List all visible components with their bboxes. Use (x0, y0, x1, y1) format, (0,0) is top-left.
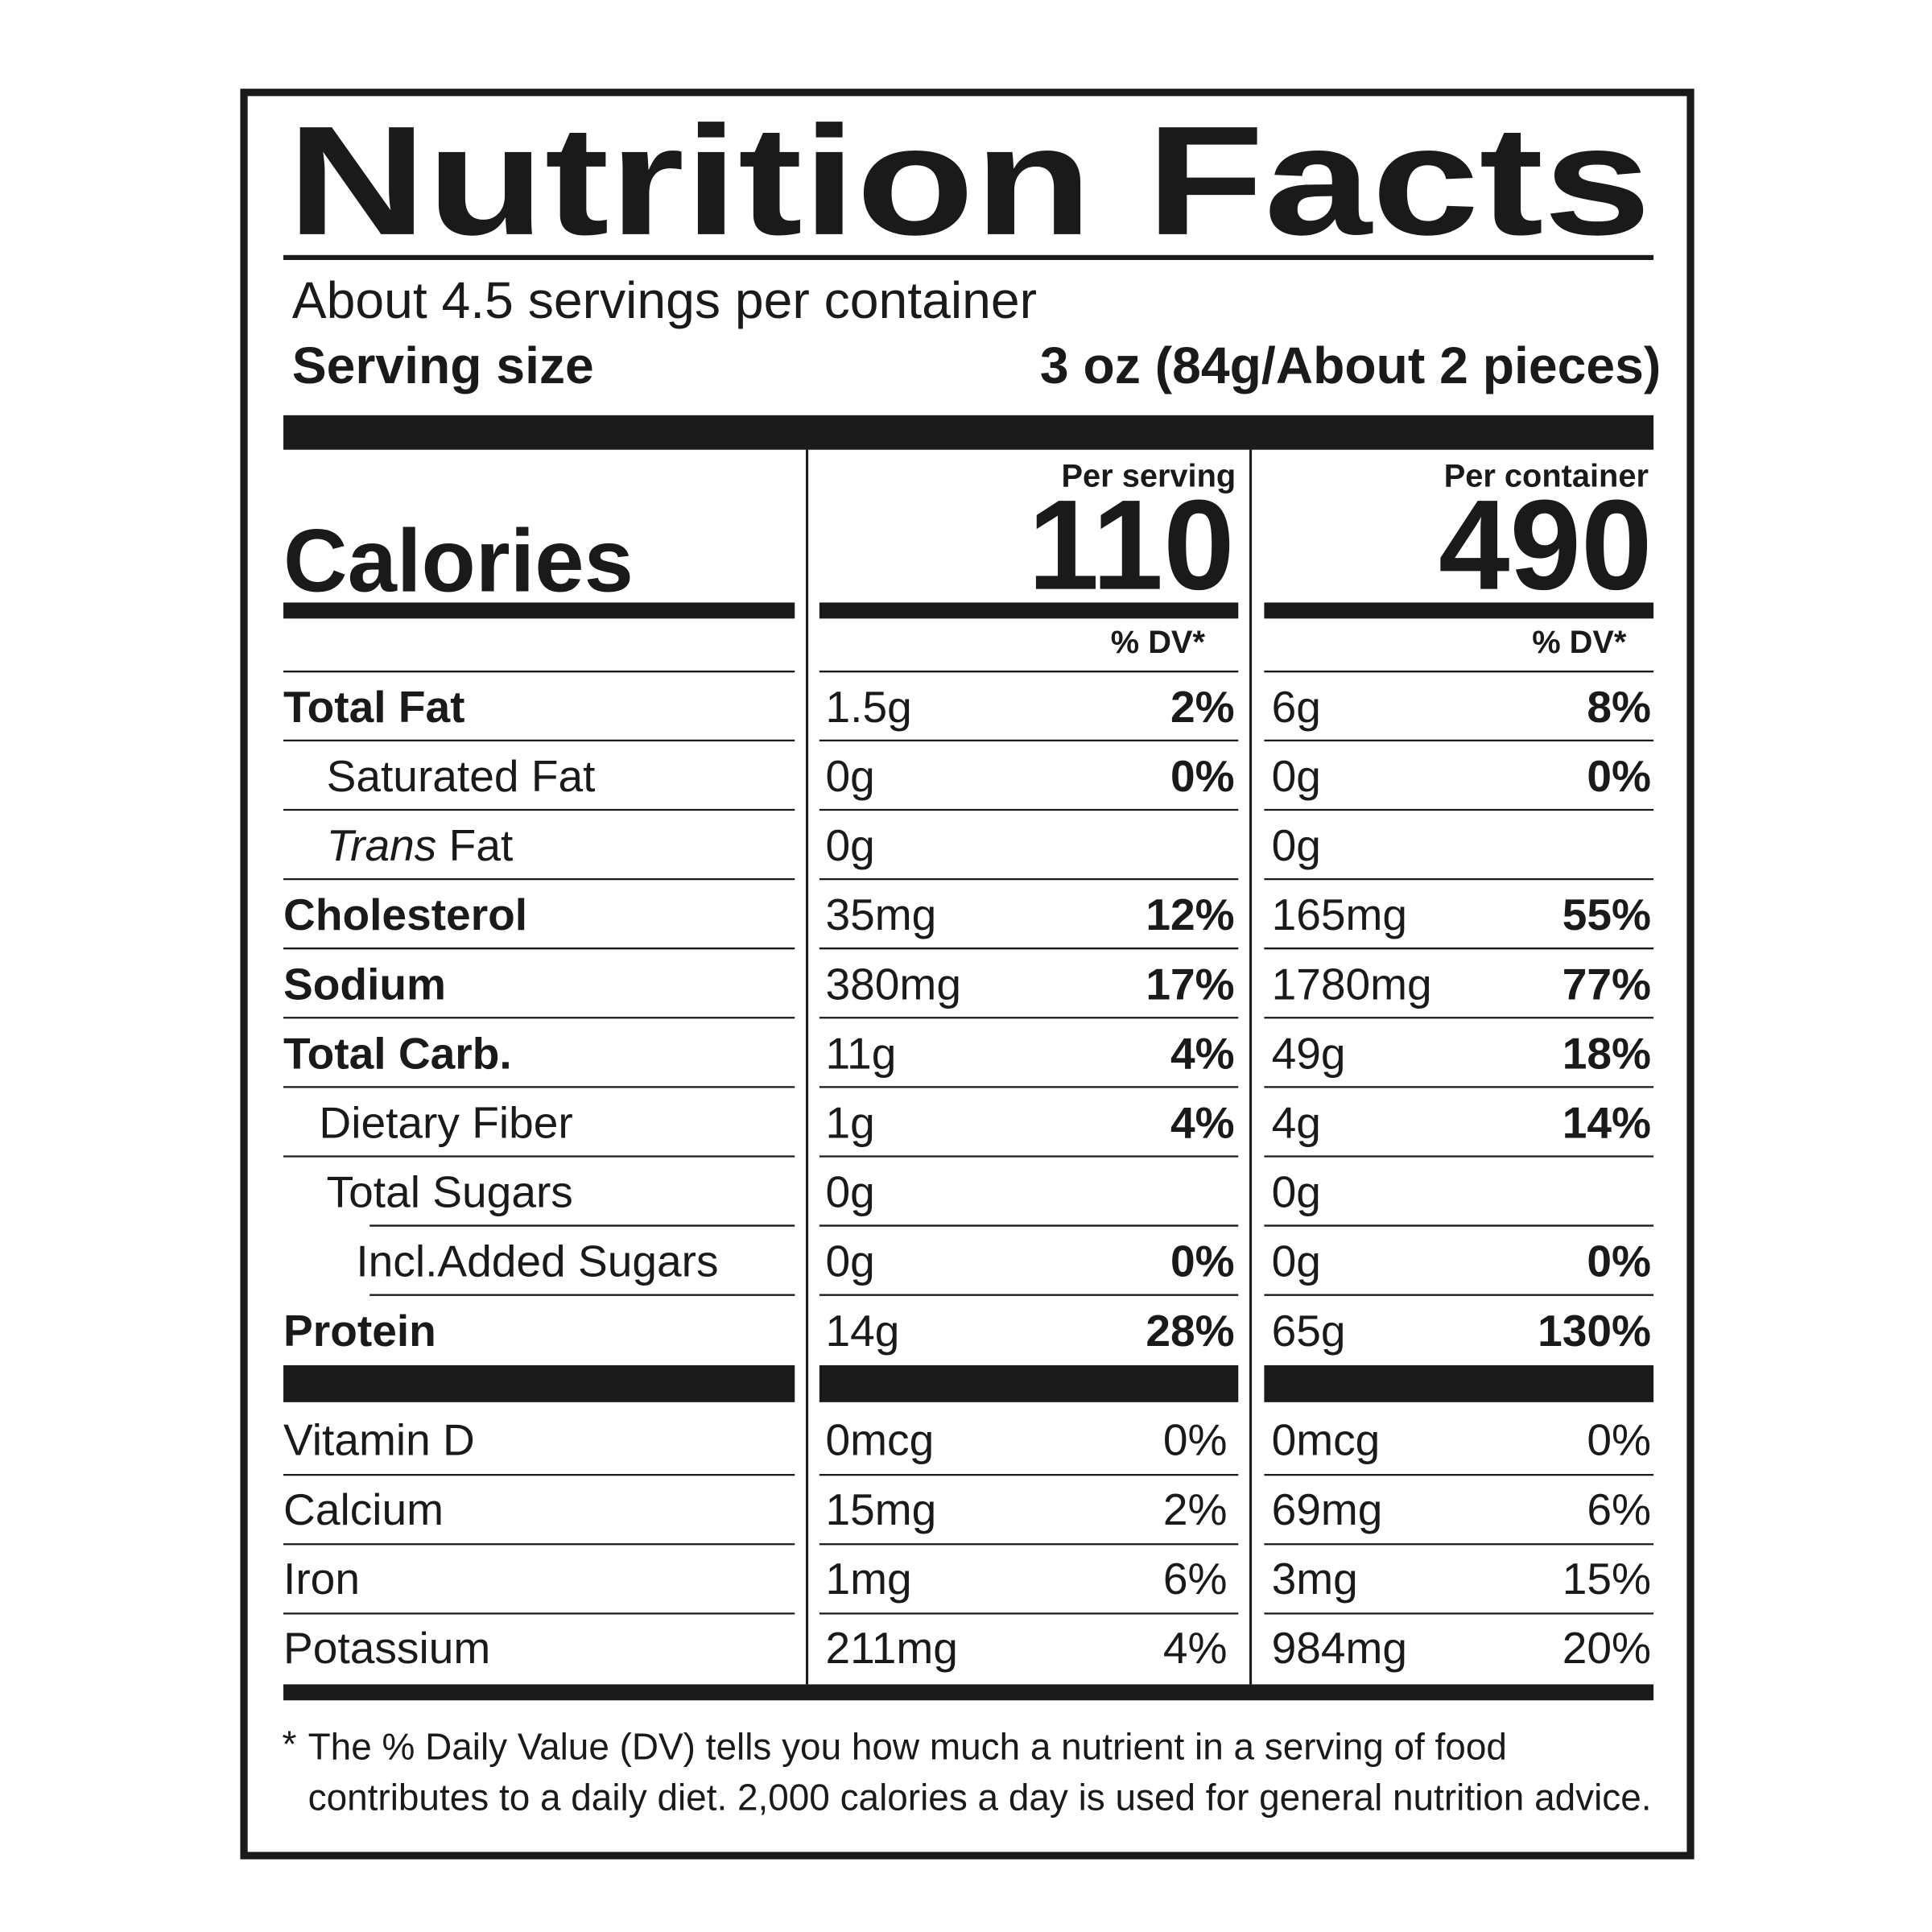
serving-dv: 4% (1163, 1623, 1228, 1673)
serving-dv: 4% (1170, 1028, 1235, 1078)
nutrient-name: Cholesterol (283, 890, 527, 939)
serving-dv: 17% (1146, 959, 1234, 1009)
serving-dv: 2% (1170, 682, 1235, 732)
nutrient-name: Incl.Added Sugars (356, 1236, 718, 1286)
thick-bar (283, 415, 1654, 450)
per-serving-label: Per serving (1062, 459, 1236, 494)
servings: About 4.5 servings per container (292, 271, 1037, 329)
container-amount: 65g (1272, 1306, 1346, 1356)
border (240, 89, 1695, 1860)
per-container-label: Per container (1444, 459, 1649, 494)
dv-header: % DV* (1111, 625, 1206, 660)
nutrient-name: Dietary Fiber (319, 1098, 572, 1148)
container-amount: 165mg (1272, 890, 1407, 939)
nutrient-name: Trans Fat (327, 820, 514, 870)
footnote-marker: * (283, 1724, 297, 1765)
serving-amount: 1.5g (826, 682, 912, 732)
footnote-line: The % Daily Value (DV) tells you how muc… (308, 1726, 1507, 1768)
container-amount: 49g (1272, 1028, 1346, 1078)
container-dv: 0% (1587, 751, 1651, 801)
container-dv: 0% (1587, 1415, 1651, 1465)
medium-bar (283, 602, 795, 619)
nutrient-name: Sodium (283, 959, 446, 1009)
serving-dv: 0% (1163, 1415, 1228, 1465)
container-dv: 6% (1587, 1484, 1651, 1534)
container-amount: 3mg (1272, 1554, 1358, 1604)
container-dv: 55% (1563, 890, 1651, 939)
container-amount: 0g (1272, 1236, 1321, 1286)
container-dv: 20% (1563, 1623, 1651, 1673)
serving-amount: 11g (826, 1028, 897, 1078)
title: Nutrition Facts (287, 93, 1651, 267)
nutrient-name: Total Sugars (327, 1167, 573, 1217)
serving-amount: 380mg (826, 959, 961, 1009)
serving-amount: 0g (826, 820, 875, 870)
container-dv: 130% (1538, 1306, 1651, 1356)
serving-amount: 0g (826, 1167, 875, 1217)
footnote-line: contributes to a daily diet. 2,000 calor… (308, 1776, 1652, 1818)
container-amount: 0g (1272, 820, 1321, 870)
serving-amount: 35mg (826, 890, 937, 939)
serving-dv: 2% (1163, 1484, 1228, 1534)
container-amount: 0g (1272, 751, 1321, 801)
nutrient-name-rest: Fat (436, 820, 513, 870)
medium-bar (819, 602, 1239, 619)
thick-bar (819, 1364, 1239, 1402)
dv-header: % DV* (1532, 625, 1627, 660)
container-dv: 8% (1587, 682, 1651, 732)
nutrient-name: Saturated Fat (327, 751, 596, 801)
serving-dv: 0% (1170, 751, 1235, 801)
serving-amount: 0mcg (826, 1415, 935, 1465)
serving-size-label: Serving size (292, 336, 594, 394)
serving-size-value: 3 oz (84g/About 2 pieces) (1040, 336, 1661, 394)
nutrient-name: Total Carb. (283, 1028, 512, 1078)
serving-amount: 0g (826, 1236, 875, 1286)
serving-dv: 12% (1146, 890, 1234, 939)
serving-amount: 1mg (826, 1554, 912, 1604)
serving-dv: 0% (1170, 1236, 1235, 1286)
calories-serving: 110 (1028, 473, 1235, 617)
serving-amount: 0g (826, 751, 875, 801)
container-dv: 77% (1563, 959, 1651, 1009)
thick-bar (283, 1364, 795, 1402)
container-amount: 1780mg (1272, 959, 1432, 1009)
nutrient-name: Total Fat (283, 682, 464, 732)
bottom-bar (283, 1684, 1654, 1701)
medium-bar (1264, 602, 1654, 619)
container-dv: 18% (1563, 1028, 1651, 1078)
rule (283, 254, 1654, 260)
serving-dv: 6% (1163, 1554, 1228, 1604)
container-amount: 984mg (1272, 1623, 1407, 1673)
serving-amount: 211mg (826, 1623, 958, 1673)
container-amount: 0mcg (1272, 1415, 1381, 1465)
container-amount: 69mg (1272, 1484, 1383, 1534)
serving-dv: 28% (1146, 1306, 1234, 1356)
serving-amount: 15mg (826, 1484, 937, 1534)
thick-bar (1264, 1364, 1654, 1402)
serving-dv: 4% (1170, 1098, 1235, 1148)
calories-label: Calories (283, 512, 634, 611)
calories-container: 490 (1439, 473, 1653, 617)
container-dv: 15% (1563, 1554, 1651, 1604)
vitamin-name: Calcium (283, 1484, 444, 1534)
nutrient-name: Protein (283, 1306, 436, 1356)
container-dv: 14% (1563, 1098, 1651, 1148)
serving-amount: 14g (826, 1306, 900, 1356)
container-dv: 0% (1587, 1236, 1651, 1286)
vitamin-name: Vitamin D (283, 1415, 475, 1465)
nutrient-name-italic: Trans (327, 820, 437, 870)
container-amount: 4g (1272, 1098, 1321, 1148)
container-amount: 6g (1272, 682, 1321, 732)
container-amount: 0g (1272, 1167, 1321, 1217)
vitamin-name: Iron (283, 1554, 360, 1604)
serving-amount: 1g (826, 1098, 875, 1148)
vitamin-name: Potassium (283, 1623, 490, 1673)
